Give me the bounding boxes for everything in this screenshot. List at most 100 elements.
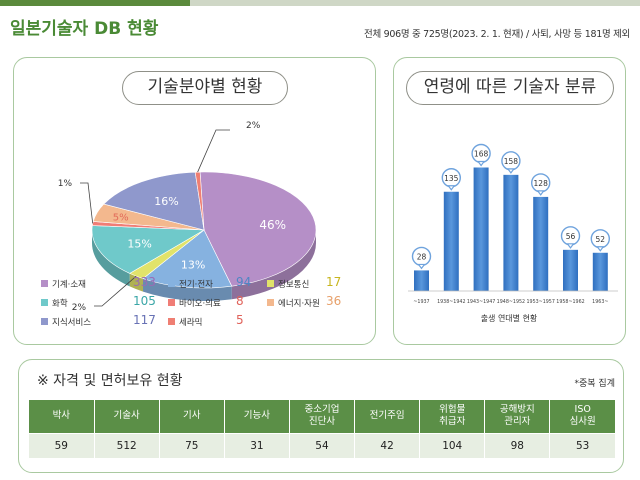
bar: [503, 174, 519, 291]
bar-value-bubble-tail: [417, 263, 426, 270]
bar-value-label: 168: [474, 149, 489, 158]
legend-swatch: [41, 280, 48, 287]
x-tick-label: 1958~1962: [556, 299, 584, 305]
table-cell: 54: [289, 432, 356, 458]
table-cell: 98: [484, 432, 551, 458]
certification-panel: ※ 자격 및 면허보유 현황 *중복 집계 박사 기술사 기사 기능사 중소기업…: [18, 359, 624, 473]
legend-swatch: [41, 318, 48, 325]
table-header-cell: 위험물 취급자: [419, 400, 486, 433]
bar-value-label: 28: [417, 252, 427, 261]
bar-value-label: 135: [444, 174, 459, 183]
legend-label: 지식서비스: [52, 318, 92, 328]
pie-percent-label: 46%: [259, 218, 286, 232]
table-row: 59 512 75 31 54 42 104 98 53: [29, 432, 615, 458]
bar-value-bubble-tail: [506, 168, 516, 174]
legend-swatch: [168, 299, 175, 306]
table-header-cell: 기능사: [224, 400, 290, 433]
field-pie-chart: 46% 13% 15% 5% 16% 2% 1% 2%: [58, 121, 317, 313]
x-tick-label: 1938~1942: [437, 299, 465, 305]
bar: [592, 252, 608, 291]
certification-title: ※ 자격 및 면허보유 현황: [37, 373, 183, 389]
pie-callout-label: 2%: [246, 121, 261, 131]
legend-value: 117: [133, 313, 156, 327]
bar-value-label: 52: [596, 235, 606, 244]
pie-callout-line: [80, 182, 94, 224]
bar: [473, 167, 489, 291]
field-chart-title: 기술분야별 현황: [122, 71, 288, 105]
bar-value-label: 158: [504, 157, 519, 166]
table-cell: 42: [354, 432, 421, 458]
bar-value-bubble-tail: [596, 246, 605, 252]
pie-percent-label: 5%: [113, 212, 129, 223]
table-cell: 53: [549, 432, 615, 458]
table-header-cell: 박사: [29, 400, 95, 433]
bar-value-bubble-tail: [536, 190, 545, 196]
legend-label: 바이오·의료: [179, 299, 221, 309]
bar: [533, 196, 549, 291]
table-cell: 59: [29, 432, 95, 458]
pie-callout-line: [94, 275, 137, 307]
x-axis-label: 출생 연대별 현황: [481, 313, 538, 323]
pie-percent-label: 15%: [127, 237, 151, 250]
table-cell: 31: [224, 432, 290, 458]
table-header-cell: 기사: [159, 400, 225, 433]
certification-note: *중복 집계: [574, 379, 615, 389]
bar-value-bubble-tail: [447, 185, 456, 191]
legend-swatch: [267, 280, 274, 287]
bar-value-bubble-tail: [476, 160, 486, 167]
x-tick-label: 1963~: [592, 299, 608, 305]
legend-label: 화학: [52, 299, 68, 309]
legend-label: 세라믹: [179, 318, 203, 328]
legend-value: 36: [326, 294, 342, 308]
pie-percent-label: 13%: [181, 258, 205, 271]
bar: [563, 249, 578, 291]
x-tick-label: ~1937: [413, 299, 429, 305]
pie-slice-side: [92, 230, 130, 287]
legend-value: 5: [236, 313, 244, 327]
age-chart-panel: 연령에 따른 기술자 분류 28 ~1937 135 1938~1942 168 1943…: [393, 57, 626, 345]
pie-callout-label: 2%: [72, 303, 87, 313]
bar: [414, 270, 429, 291]
table-header-cell: ISO 심사원: [549, 400, 615, 433]
legend-value: 105: [133, 294, 156, 308]
bar: [443, 191, 459, 291]
age-bar-chart: 28 ~1937 135 1938~1942 168 1943~1947 158 1948~1…: [408, 143, 618, 323]
top-accent-highlight: [0, 0, 190, 6]
page-title: 일본기술자 DB 현황: [10, 19, 159, 39]
table-header-row: 박사 기술사 기사 기능사 중소기업 진단사 전기주임 위험물 취급자 공해방지…: [29, 400, 615, 433]
legend-label: 기계·소재: [52, 280, 86, 290]
certification-table: 박사 기술사 기사 기능사 중소기업 진단사 전기주임 위험물 취급자 공해방지…: [29, 400, 615, 458]
pie-callout-line: [197, 129, 230, 173]
table-header-cell: 공해방지 관리자: [484, 400, 551, 433]
age-chart-title: 연령에 따른 기술자 분류: [406, 71, 614, 105]
bar-value-label: 56: [566, 232, 576, 241]
pie-slice: [103, 171, 205, 231]
table-cell: 104: [419, 432, 486, 458]
pie-callout-label: 1%: [58, 179, 73, 189]
x-tick-label: 1948~1952: [497, 299, 525, 305]
legend-swatch: [41, 299, 48, 306]
bar-value-bubble-tail: [566, 243, 575, 249]
x-tick-label: 1953~1957: [526, 299, 554, 305]
legend-value: 94: [236, 275, 252, 289]
table-header-cell: 중소기업 진단사: [289, 400, 356, 433]
x-tick-label: 1943~1947: [467, 299, 495, 305]
pie-slice: [91, 225, 206, 274]
page-note: 전체 906명 중 725명(2023. 2. 1. 현재) / 사퇴, 사망 …: [364, 29, 630, 40]
legend-swatch: [168, 318, 175, 325]
field-chart-panel: 기술분야별 현황 46% 13% 15% 5% 16% 2% 1% 2% 기계·소재 333 전기…: [13, 57, 376, 345]
table-header-cell: 전기주임: [354, 400, 421, 433]
legend-value: 17: [326, 275, 342, 289]
legend-label: 정보통신: [278, 280, 310, 290]
pie-slice-side: [129, 273, 144, 292]
pie-slice: [142, 229, 233, 289]
table-header-cell: 기술사: [94, 400, 160, 433]
legend-value: 333: [133, 275, 156, 289]
bar-value-label: 128: [534, 179, 549, 188]
table-cell: 512: [94, 432, 160, 458]
pie-percent-label: 16%: [154, 195, 178, 208]
legend-swatch: [168, 280, 175, 287]
pie-slice: [199, 171, 317, 287]
legend-value: 8: [236, 294, 244, 308]
legend-swatch: [267, 299, 274, 306]
